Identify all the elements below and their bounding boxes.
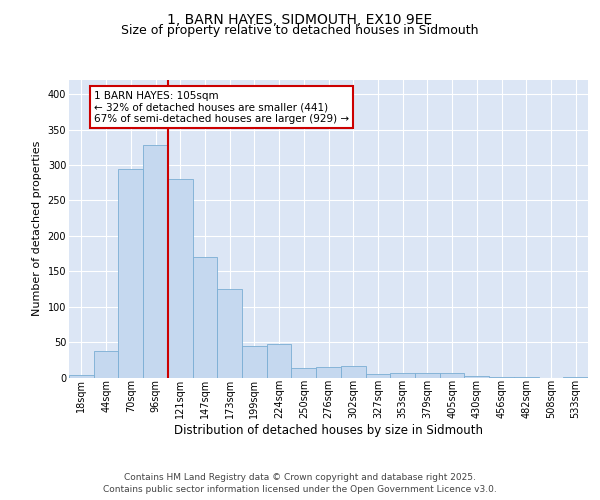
Bar	[168, 179, 193, 378]
Text: Contains HM Land Registry data © Crown copyright and database right 2025.
Contai: Contains HM Land Registry data © Crown c…	[103, 472, 497, 494]
Bar	[217, 289, 242, 378]
Text: 1 BARN HAYES: 105sqm
← 32% of detached houses are smaller (441)
67% of semi-deta: 1 BARN HAYES: 105sqm ← 32% of detached h…	[94, 90, 349, 124]
Bar	[489, 377, 514, 378]
Bar	[440, 372, 464, 378]
Y-axis label: Number of detached properties: Number of detached properties	[32, 141, 42, 316]
Bar	[365, 374, 390, 378]
Bar	[193, 257, 217, 378]
Bar	[563, 377, 588, 378]
Bar	[69, 376, 94, 378]
Bar	[118, 168, 143, 378]
Text: 1, BARN HAYES, SIDMOUTH, EX10 9EE: 1, BARN HAYES, SIDMOUTH, EX10 9EE	[167, 12, 433, 26]
Bar	[242, 346, 267, 378]
X-axis label: Distribution of detached houses by size in Sidmouth: Distribution of detached houses by size …	[174, 424, 483, 437]
Bar	[514, 377, 539, 378]
Bar	[390, 373, 415, 378]
Bar	[341, 366, 365, 378]
Bar	[415, 373, 440, 378]
Bar	[292, 368, 316, 378]
Bar	[267, 344, 292, 378]
Text: Size of property relative to detached houses in Sidmouth: Size of property relative to detached ho…	[121, 24, 479, 37]
Bar	[316, 367, 341, 378]
Bar	[143, 145, 168, 378]
Bar	[94, 350, 118, 378]
Bar	[464, 376, 489, 378]
